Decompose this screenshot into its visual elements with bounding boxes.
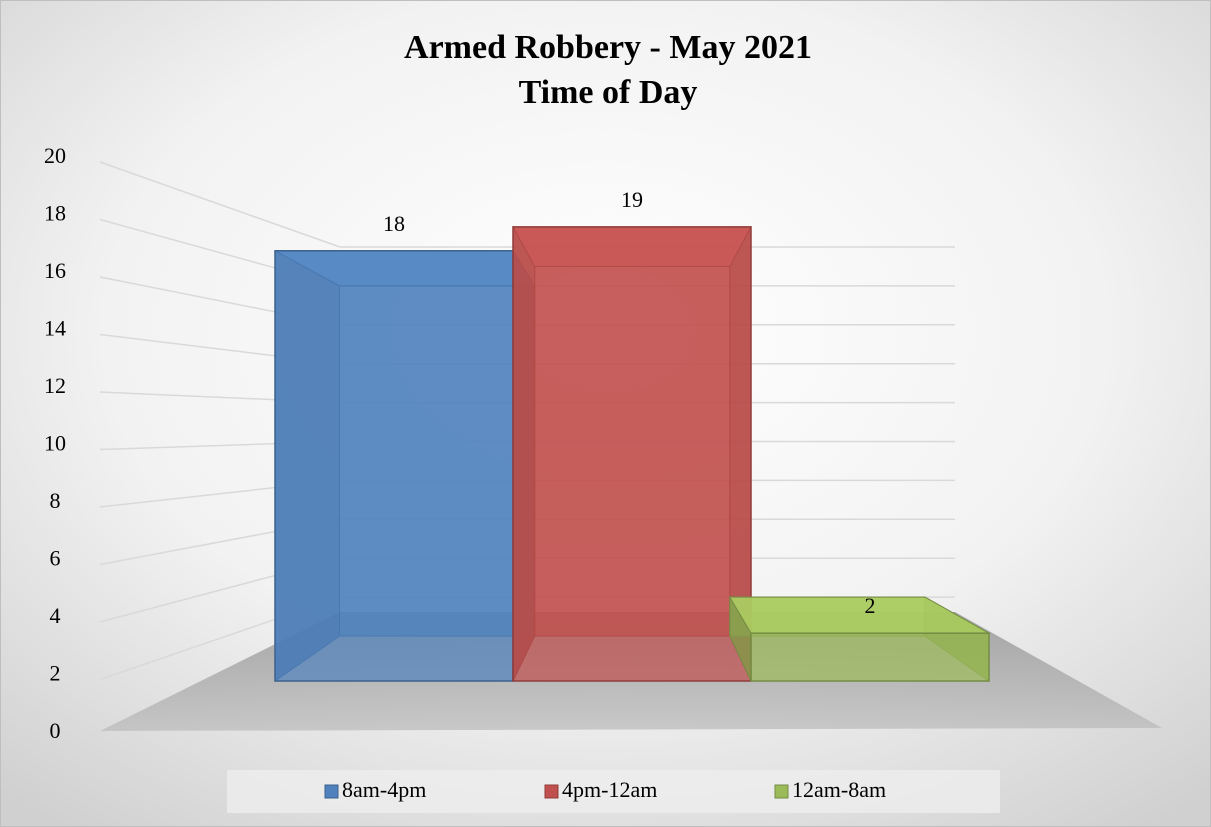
legend-box [227,770,1000,813]
legend-swatch [544,784,559,799]
data-label: 19 [621,187,643,212]
y-tick-label: 2 [50,661,61,686]
y-tick-label: 16 [44,258,66,283]
legend-swatch [774,784,789,799]
chart-subtitle: Time of Day [519,74,698,111]
legend-label: 12am-8am [792,777,886,802]
y-tick-label: 6 [50,546,61,571]
grid-line [99,161,341,248]
bar [512,226,752,682]
y-tick-label: 4 [50,603,61,628]
y-tick-label: 14 [44,316,66,341]
y-tick-label: 8 [50,488,61,513]
bar [750,632,990,682]
y-tick-label: 10 [44,431,66,456]
legend-swatch [324,784,339,799]
legend-label: 4pm-12am [562,777,657,802]
legend-label: 8am-4pm [342,777,426,802]
bar [274,250,514,682]
y-tick-label: 0 [50,718,61,743]
data-label: 2 [865,593,876,618]
y-tick-label: 12 [44,373,66,398]
y-tick-label: 18 [44,201,66,226]
data-label: 18 [383,211,405,236]
chart-title: Armed Robbery - May 2021 [404,29,812,66]
y-tick-label: 20 [44,143,66,168]
